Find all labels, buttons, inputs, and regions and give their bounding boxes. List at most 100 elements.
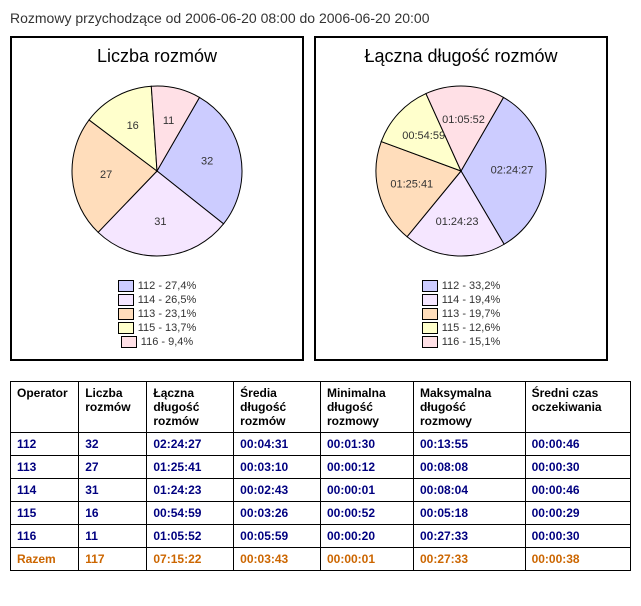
legend-item-115: 115 - 13,7% bbox=[118, 321, 197, 335]
legend-label: 116 - 9,4% bbox=[141, 335, 193, 349]
pie-slice-label: 01:24:23 bbox=[436, 216, 479, 228]
table-cell: Razem bbox=[11, 548, 79, 571]
legend-swatch bbox=[118, 280, 134, 292]
table-cell: 16 bbox=[79, 502, 147, 525]
legend: 112 - 33,2% 114 - 19,4% 113 - 19,7% 115 … bbox=[326, 279, 596, 349]
chart-count-box: Liczba rozmów 32 31 27 16 11 112 - 27,4% 114… bbox=[10, 36, 304, 361]
stats-table: OperatorLiczba rozmówŁączna długość rozm… bbox=[10, 381, 631, 571]
pie-slice-label: 27 bbox=[100, 169, 112, 181]
table-cell: 115 bbox=[11, 502, 79, 525]
table-row: 1151600:54:5900:03:2600:00:5200:05:1800:… bbox=[11, 502, 631, 525]
pie-slice-label: 02:24:27 bbox=[491, 165, 534, 177]
pie-slice-label: 31 bbox=[154, 216, 166, 228]
table-cell: 01:05:52 bbox=[147, 525, 234, 548]
table-header-cell: Liczba rozmów bbox=[79, 382, 147, 433]
pie-slice-label: 32 bbox=[201, 155, 213, 167]
table-row: 1123202:24:2700:04:3100:01:3000:13:5500:… bbox=[11, 433, 631, 456]
pie-chart: 32 31 27 16 11 bbox=[22, 71, 292, 271]
legend-item-116: 116 - 9,4% bbox=[121, 335, 193, 349]
legend-swatch bbox=[422, 322, 438, 334]
table-cell: 00:05:18 bbox=[413, 502, 525, 525]
legend: 112 - 27,4% 114 - 26,5% 113 - 23,1% 115 … bbox=[22, 279, 292, 349]
legend-label: 114 - 19,4% bbox=[442, 293, 501, 307]
legend-item-115: 115 - 12,6% bbox=[422, 321, 501, 335]
legend-item-112: 112 - 27,4% bbox=[118, 279, 197, 293]
table-cell: 113 bbox=[11, 456, 79, 479]
table-cell: 114 bbox=[11, 479, 79, 502]
table-cell: 00:00:46 bbox=[525, 433, 630, 456]
legend-swatch bbox=[422, 308, 438, 320]
table-cell: 00:00:29 bbox=[525, 502, 630, 525]
table-cell: 31 bbox=[79, 479, 147, 502]
table-cell: 00:08:04 bbox=[413, 479, 525, 502]
pie-chart: 02:24:27 01:24:23 01:25:41 00:54:59 01:05:52 bbox=[326, 71, 596, 271]
chart-count-title: Liczba rozmów bbox=[22, 46, 292, 67]
table-row: 1161101:05:5200:05:5900:00:2000:27:3300:… bbox=[11, 525, 631, 548]
table-cell: 00:27:33 bbox=[413, 548, 525, 571]
table-cell: 00:00:46 bbox=[525, 479, 630, 502]
legend-swatch bbox=[118, 308, 134, 320]
legend-label: 113 - 23,1% bbox=[138, 307, 197, 321]
chart-duration-title: Łączna długość rozmów bbox=[326, 46, 596, 67]
table-header-cell: Łączna długość rozmów bbox=[147, 382, 234, 433]
table-header-row: OperatorLiczba rozmówŁączna długość rozm… bbox=[11, 382, 631, 433]
table-cell: 112 bbox=[11, 433, 79, 456]
table-cell: 11 bbox=[79, 525, 147, 548]
table-cell: 00:13:55 bbox=[413, 433, 525, 456]
table-cell: 00:05:59 bbox=[234, 525, 321, 548]
table-cell: 00:08:08 bbox=[413, 456, 525, 479]
legend-item-113: 113 - 23,1% bbox=[118, 307, 197, 321]
legend-label: 114 - 26,5% bbox=[138, 293, 197, 307]
pie-slice-label: 16 bbox=[127, 120, 139, 132]
table-cell: 02:24:27 bbox=[147, 433, 234, 456]
table-cell: 07:15:22 bbox=[147, 548, 234, 571]
table-cell: 01:25:41 bbox=[147, 456, 234, 479]
table-cell: 27 bbox=[79, 456, 147, 479]
table-cell: 00:00:38 bbox=[525, 548, 630, 571]
legend-swatch bbox=[422, 280, 438, 292]
pie-slice-label: 01:25:41 bbox=[390, 178, 433, 190]
legend-item-112: 112 - 33,2% bbox=[422, 279, 501, 293]
pie-slice-label: 01:05:52 bbox=[442, 114, 485, 126]
table-header-cell: Średia długość rozmów bbox=[234, 382, 321, 433]
table-row: 1132701:25:4100:03:1000:00:1200:08:0800:… bbox=[11, 456, 631, 479]
pie-slice-label: 11 bbox=[163, 115, 174, 127]
table-cell: 00:00:01 bbox=[320, 548, 413, 571]
table-row: Razem11707:15:2200:03:4300:00:0100:27:33… bbox=[11, 548, 631, 571]
table-cell: 00:00:30 bbox=[525, 525, 630, 548]
table-cell: 00:04:31 bbox=[234, 433, 321, 456]
table-cell: 00:03:26 bbox=[234, 502, 321, 525]
table-cell: 00:00:01 bbox=[320, 479, 413, 502]
charts-row: Liczba rozmów 32 31 27 16 11 112 - 27,4% 114… bbox=[10, 36, 631, 361]
legend-item-113: 113 - 19,7% bbox=[422, 307, 501, 321]
table-cell: 00:00:12 bbox=[320, 456, 413, 479]
legend-label: 115 - 12,6% bbox=[442, 321, 501, 335]
table-header-cell: Minimalna długość rozmowy bbox=[320, 382, 413, 433]
table-header-cell: Operator bbox=[11, 382, 79, 433]
table-header-cell: Średni czas oczekiwania bbox=[525, 382, 630, 433]
legend-item-114: 114 - 19,4% bbox=[422, 293, 501, 307]
table-cell: 117 bbox=[79, 548, 147, 571]
legend-swatch bbox=[118, 322, 134, 334]
pie-slice-label: 00:54:59 bbox=[402, 130, 445, 142]
legend-swatch bbox=[118, 294, 134, 306]
legend-label: 112 - 33,2% bbox=[442, 279, 501, 293]
table-cell: 00:00:30 bbox=[525, 456, 630, 479]
table-cell: 32 bbox=[79, 433, 147, 456]
table-cell: 00:00:20 bbox=[320, 525, 413, 548]
chart-duration-box: Łączna długość rozmów 02:24:27 01:24:23 01… bbox=[314, 36, 608, 361]
legend-label: 115 - 13,7% bbox=[138, 321, 197, 335]
table-cell: 00:54:59 bbox=[147, 502, 234, 525]
legend-item-116: 116 - 15,1% bbox=[422, 335, 501, 349]
legend-swatch bbox=[422, 336, 438, 348]
table-cell: 00:03:10 bbox=[234, 456, 321, 479]
legend-label: 112 - 27,4% bbox=[138, 279, 197, 293]
table-cell: 116 bbox=[11, 525, 79, 548]
legend-swatch bbox=[422, 294, 438, 306]
table-cell: 00:03:43 bbox=[234, 548, 321, 571]
legend-label: 116 - 15,1% bbox=[442, 335, 501, 349]
table-cell: 00:02:43 bbox=[234, 479, 321, 502]
legend-item-114: 114 - 26,5% bbox=[118, 293, 197, 307]
table-row: 1143101:24:2300:02:4300:00:0100:08:0400:… bbox=[11, 479, 631, 502]
table-cell: 01:24:23 bbox=[147, 479, 234, 502]
